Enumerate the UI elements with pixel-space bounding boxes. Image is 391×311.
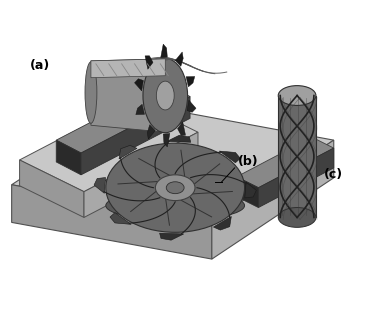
Polygon shape [91,59,165,132]
Polygon shape [278,95,316,217]
Polygon shape [12,185,212,259]
Polygon shape [187,100,196,112]
Polygon shape [245,182,256,198]
Polygon shape [56,140,81,175]
Polygon shape [94,178,106,193]
Polygon shape [84,132,198,217]
Polygon shape [213,216,231,230]
Polygon shape [81,96,190,175]
Polygon shape [186,77,195,87]
Polygon shape [163,133,170,147]
Polygon shape [91,59,165,78]
Ellipse shape [85,62,97,123]
Polygon shape [160,233,184,240]
Polygon shape [145,56,153,69]
Polygon shape [212,140,334,259]
Polygon shape [135,79,143,91]
Text: (b): (b) [238,155,258,168]
Polygon shape [219,151,240,163]
Polygon shape [12,104,334,221]
Ellipse shape [106,143,244,232]
Polygon shape [56,84,190,153]
Polygon shape [20,100,198,192]
Polygon shape [110,213,131,224]
Polygon shape [161,44,167,58]
Ellipse shape [143,58,188,133]
Polygon shape [178,122,185,135]
Polygon shape [147,125,155,139]
Text: (a): (a) [29,59,50,72]
Ellipse shape [278,207,316,227]
Polygon shape [237,137,334,188]
Ellipse shape [106,191,244,220]
Polygon shape [237,177,258,207]
Ellipse shape [155,175,195,201]
Polygon shape [175,52,183,66]
Ellipse shape [166,182,184,194]
Polygon shape [258,148,334,207]
Ellipse shape [156,81,174,110]
Polygon shape [20,160,84,217]
Polygon shape [136,104,145,114]
Ellipse shape [278,86,316,105]
Polygon shape [119,145,137,159]
Text: (c): (c) [324,168,343,181]
Polygon shape [167,135,191,142]
